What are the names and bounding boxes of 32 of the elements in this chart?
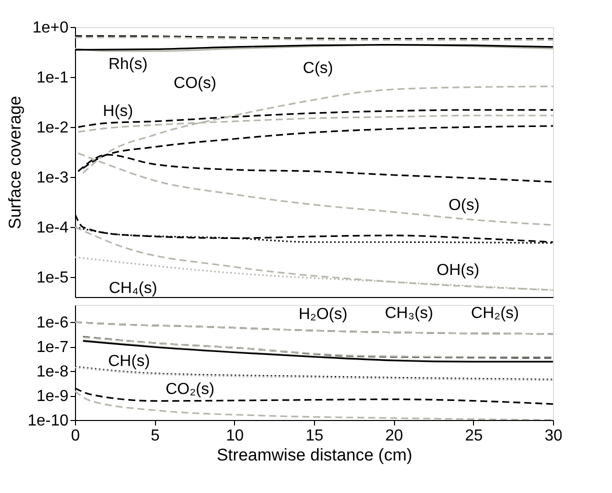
annotation: H(s) — [102, 103, 134, 120]
y-tick-label: 1e-7 — [36, 339, 69, 356]
annotation: C(s) — [302, 60, 334, 77]
annotation: CH₄(s) — [108, 280, 158, 297]
y-tick-label: 1e-3 — [36, 170, 69, 187]
annotation: CH₂(s) — [471, 305, 519, 322]
annotation: CO(s) — [174, 75, 216, 92]
x-axis-title: Streamwise distance (cm) — [216, 446, 412, 464]
y-axis-title: Surface coverage — [5, 96, 24, 230]
x-tick-label: 15 — [306, 428, 324, 444]
annotation: Rh(s) — [108, 56, 148, 73]
y-tick-label: 1e-4 — [36, 220, 69, 237]
annotation: CO₂(s) — [166, 381, 214, 398]
y-tick-label: 1e-10 — [28, 412, 69, 430]
annotation: O(s) — [448, 197, 480, 214]
annotation: H₂O(s) — [298, 306, 348, 323]
x-tick-label: 25 — [464, 428, 483, 444]
y-tick-label: 1e-2 — [36, 120, 69, 137]
annotation: CH₃(s) — [384, 305, 434, 322]
annotation: CH(s) — [108, 353, 150, 370]
y-tick-label: 1e-9 — [36, 388, 69, 406]
y-tick-label: 1e-6 — [36, 314, 69, 332]
y-tick-label: 1e+0 — [32, 20, 69, 36]
x-tick-label: 20 — [385, 428, 404, 444]
y-tick-label: 1e-5 — [36, 270, 69, 287]
x-tick-label: 5 — [150, 428, 160, 444]
y-tick-label: 1e-8 — [36, 364, 69, 381]
x-tick-label: 30 — [544, 428, 562, 444]
x-tick-label: 0 — [71, 428, 80, 444]
y-tick-label: 1e-1 — [36, 70, 69, 87]
x-tick-label: 10 — [226, 428, 244, 444]
annotation: OH(s) — [436, 262, 480, 279]
